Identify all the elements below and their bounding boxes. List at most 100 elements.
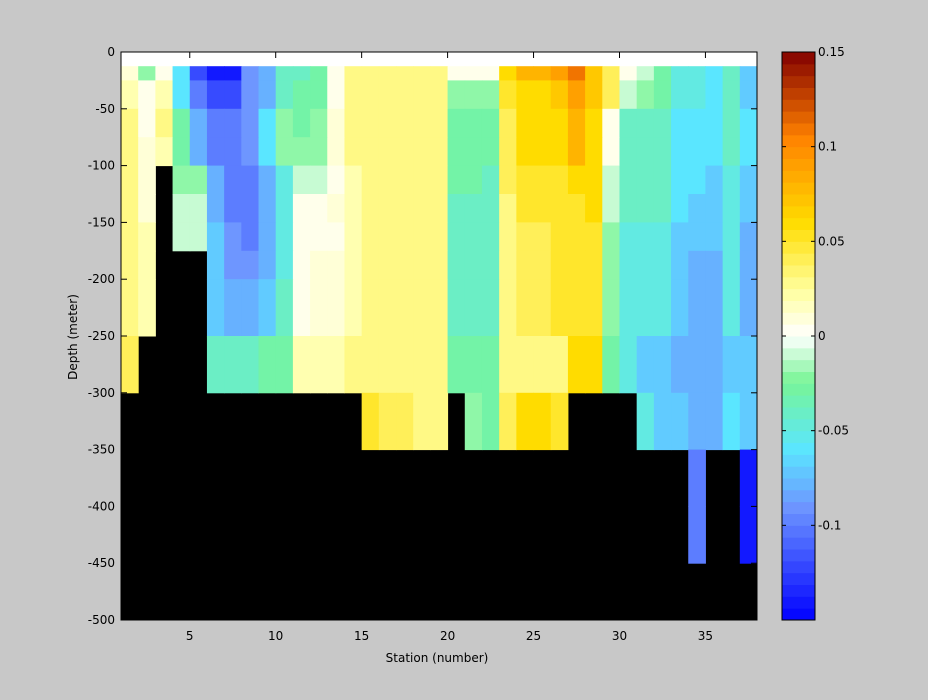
heatmap-cell xyxy=(550,66,569,81)
heatmap-cell xyxy=(619,222,638,252)
heatmap-cell xyxy=(310,336,328,394)
heatmap-cell xyxy=(189,66,208,81)
heatmap-cell xyxy=(361,108,380,138)
heatmap-cell xyxy=(499,165,517,195)
heatmap-cell xyxy=(378,80,397,110)
heatmap-cell xyxy=(430,108,449,138)
heatmap-cell xyxy=(378,108,397,138)
heatmap-cell xyxy=(619,194,638,223)
heatmap-cell xyxy=(499,194,517,223)
heatmap-cell xyxy=(688,52,706,67)
heatmap-cell xyxy=(172,80,191,110)
heatmap-cell xyxy=(722,392,741,451)
heatmap-cell xyxy=(464,392,483,451)
heatmap-cell xyxy=(344,80,363,110)
heatmap-cell xyxy=(327,279,345,337)
heatmap-cell xyxy=(258,80,277,110)
heatmap-cell xyxy=(189,137,208,167)
heatmap-cell xyxy=(361,80,380,110)
heatmap-cell xyxy=(550,222,569,252)
heatmap-cell xyxy=(378,194,397,223)
heatmap-cell xyxy=(430,194,449,223)
heatmap-cell xyxy=(739,392,758,451)
heatmap-cell xyxy=(653,108,672,138)
heatmap-cell xyxy=(224,250,242,280)
heatmap-cell xyxy=(447,250,466,280)
heatmap-cell xyxy=(206,250,225,280)
heatmap-cell xyxy=(567,137,586,167)
heatmap-cell xyxy=(722,279,741,337)
heatmap-cell xyxy=(671,392,689,451)
heatmap-cell xyxy=(722,194,741,223)
colorbar: 0.15 0.1 0.05 0 -0.05 -0.1 xyxy=(781,45,849,621)
heatmap-cell xyxy=(688,392,706,451)
heatmap-cell xyxy=(481,194,500,223)
heatmap-cell xyxy=(722,137,741,167)
colorbar-tick-label: 0 xyxy=(818,329,826,343)
heatmap-cell xyxy=(464,52,483,67)
heatmap-cell xyxy=(224,336,242,394)
heatmap-cell xyxy=(224,80,242,110)
heatmap-cell xyxy=(344,222,363,252)
heatmap-cell xyxy=(739,279,758,337)
colorbar-swatch xyxy=(782,217,815,230)
heatmap-cell xyxy=(636,165,655,195)
heatmap-cell xyxy=(722,336,741,394)
colorbar-swatch xyxy=(782,395,815,408)
heatmap-cell xyxy=(189,108,208,138)
heatmap-cell xyxy=(533,165,552,195)
heatmap-cell xyxy=(688,506,706,564)
heatmap-cell xyxy=(585,194,603,223)
x-axis-label: Station (number) xyxy=(386,651,489,665)
heatmap-cell xyxy=(499,137,517,167)
heatmap-cell xyxy=(378,279,397,337)
heatmap-cell xyxy=(224,165,242,195)
heatmap-cell xyxy=(739,165,758,195)
heatmap-cell xyxy=(636,52,655,67)
heatmap-cell xyxy=(481,392,500,451)
colorbar-swatch xyxy=(782,383,815,396)
heatmap-cell xyxy=(310,80,328,110)
heatmap-cell xyxy=(361,66,380,81)
heatmap-cell xyxy=(396,222,414,252)
heatmap-cell xyxy=(739,137,758,167)
colorbar-swatch xyxy=(782,229,815,242)
heatmap-cell xyxy=(327,137,345,167)
heatmap-cell xyxy=(378,336,397,394)
heatmap-cell xyxy=(533,279,552,337)
heatmap-cell xyxy=(499,222,517,252)
heatmap-cell xyxy=(344,66,363,81)
heatmap-cell xyxy=(275,279,294,337)
y-tick-label: -250 xyxy=(88,329,115,343)
heatmap-cell xyxy=(206,336,225,394)
heatmap-cell xyxy=(310,222,328,252)
heatmap-cell xyxy=(206,52,225,67)
heatmap-cell xyxy=(121,336,139,394)
heatmap-cell xyxy=(206,137,225,167)
heatmap-cell xyxy=(619,108,638,138)
heatmap-cell xyxy=(413,80,431,110)
heatmap-cell xyxy=(396,336,414,394)
heatmap-cell xyxy=(258,108,277,138)
x-tick-label: 5 xyxy=(186,629,194,643)
heatmap-cell xyxy=(430,165,449,195)
heatmap-cell xyxy=(567,52,586,67)
heatmap-cell xyxy=(361,222,380,252)
heatmap-cell xyxy=(396,66,414,81)
heatmap-cell xyxy=(344,336,363,394)
heatmap-cell xyxy=(636,250,655,280)
heatmap-cell xyxy=(172,66,191,81)
heatmap-cell xyxy=(310,66,328,81)
heatmap-cell xyxy=(671,279,689,337)
heatmap-cell xyxy=(413,250,431,280)
heatmap-cell xyxy=(739,506,758,564)
heatmap-cell xyxy=(636,137,655,167)
colorbar-swatch xyxy=(782,513,815,526)
heatmap-cell xyxy=(189,80,208,110)
colorbar-tick-label: 0.1 xyxy=(818,140,837,154)
heatmap-cell xyxy=(378,222,397,252)
heatmap-cell xyxy=(310,165,328,195)
heatmap-cell xyxy=(447,165,466,195)
heatmap-cell xyxy=(636,108,655,138)
